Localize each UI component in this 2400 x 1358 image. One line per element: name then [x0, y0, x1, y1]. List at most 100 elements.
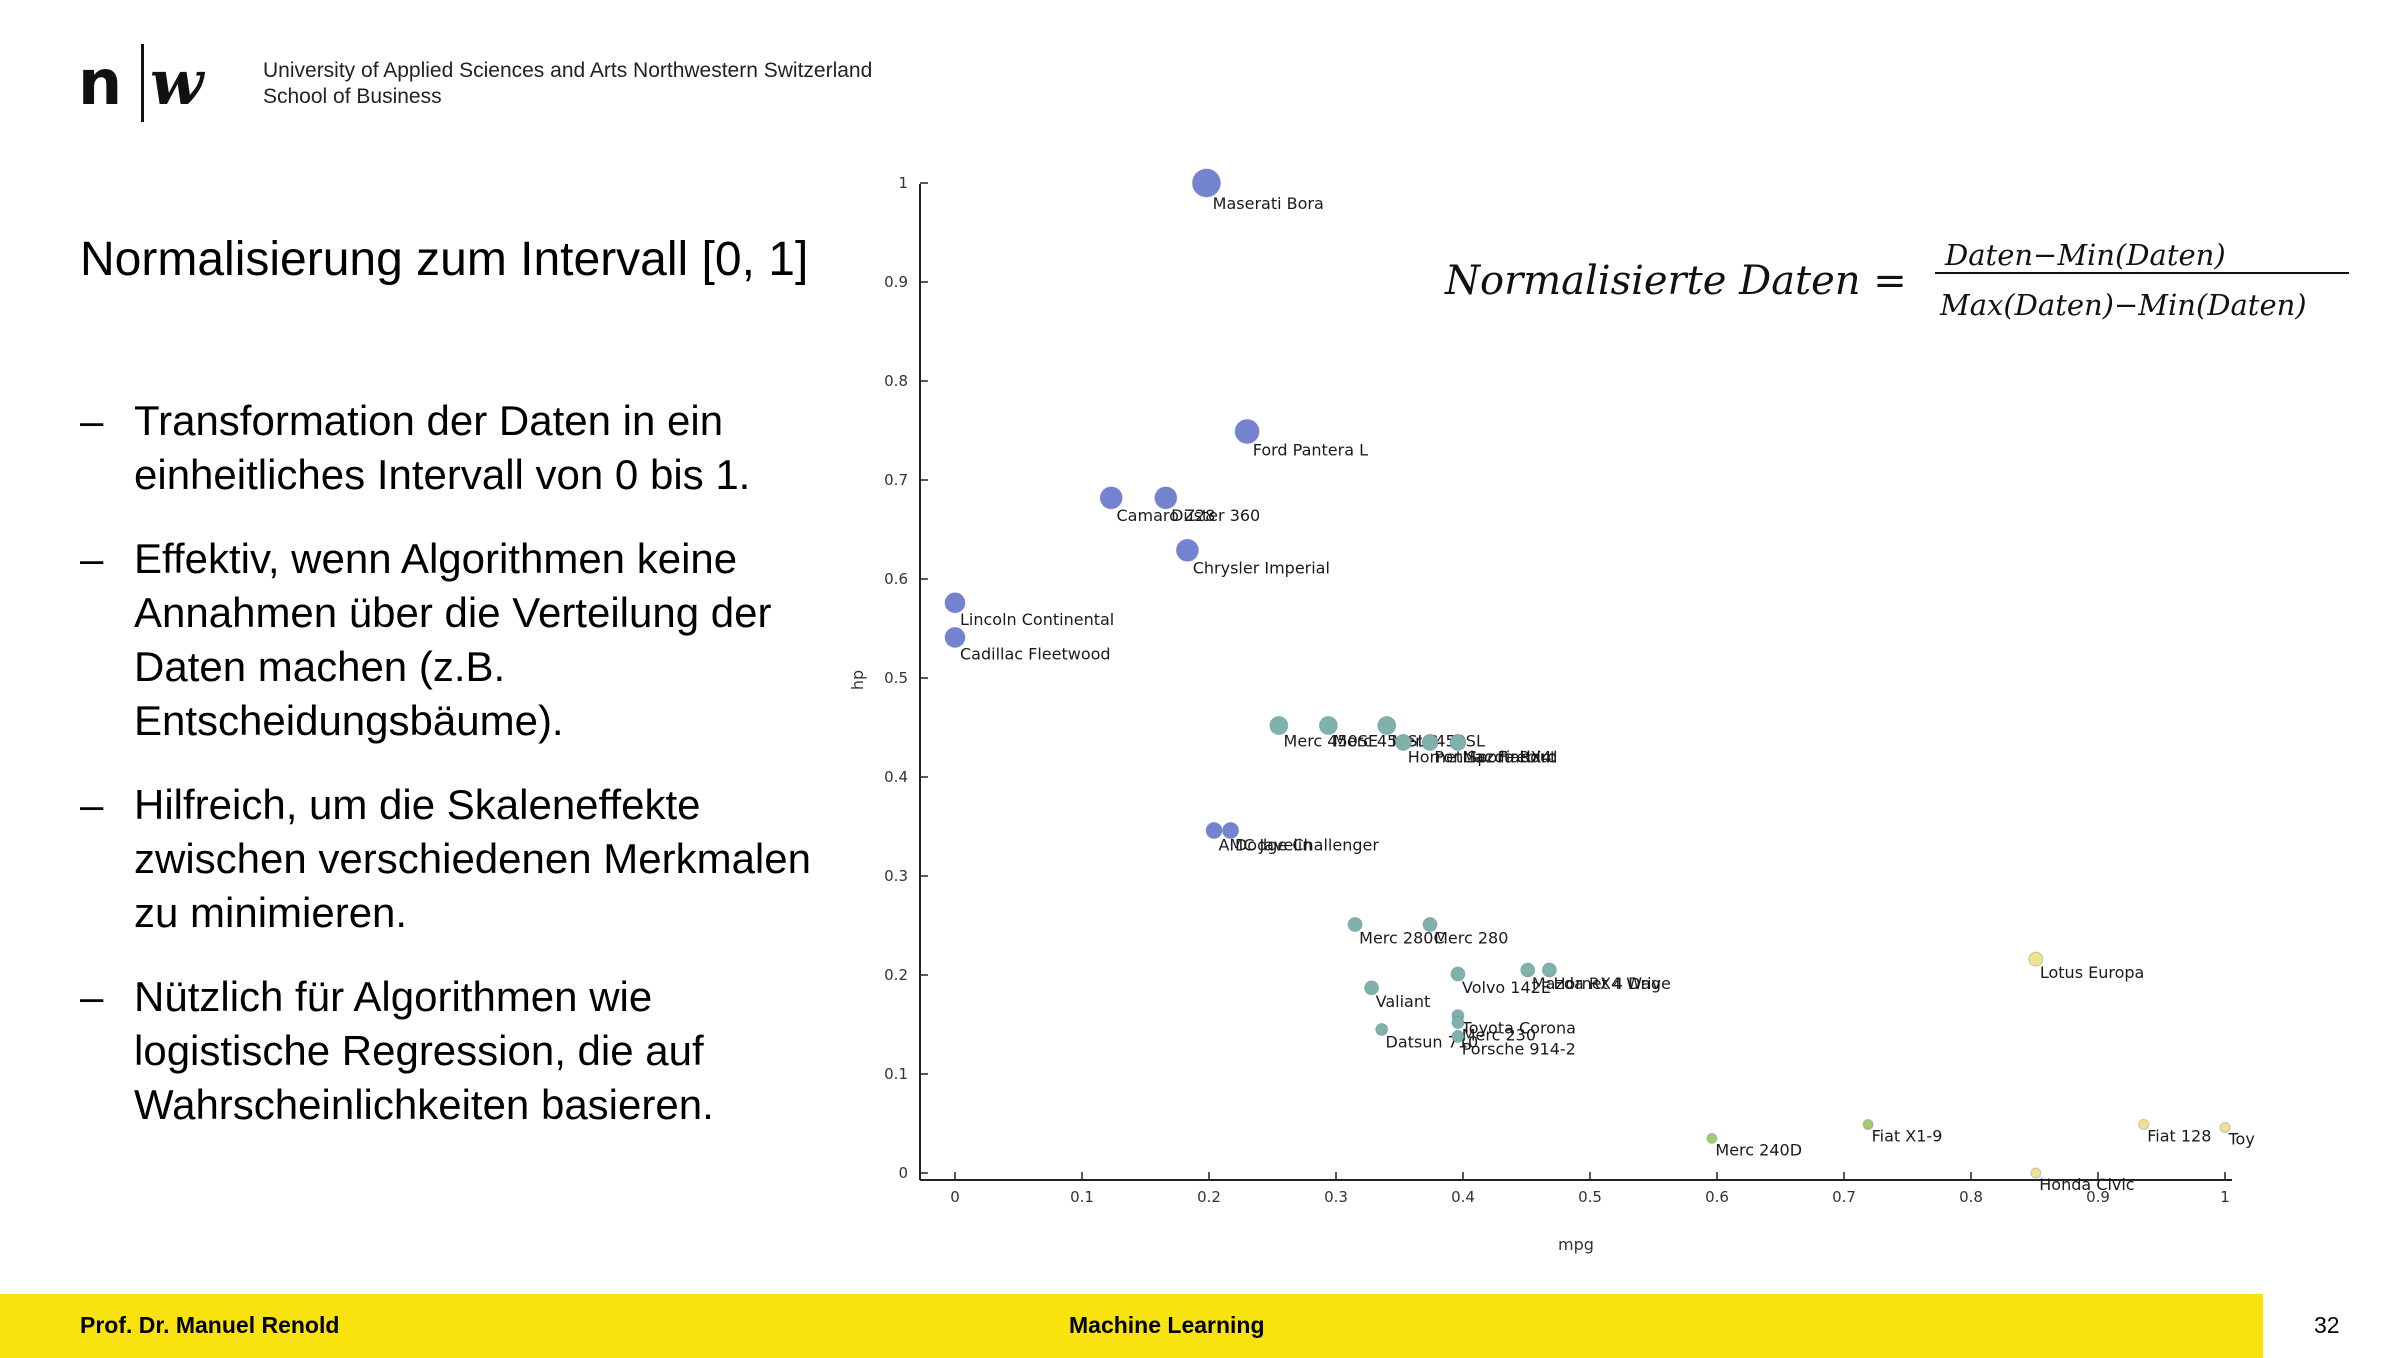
data-label: AMC Javelin — [1218, 835, 1312, 854]
footer-bar: Prof. Dr. Manuel Renold Machine Learning — [0, 1294, 2263, 1358]
data-label: Merc 450SLC — [1333, 732, 1438, 751]
data-label: Chrysler Imperial — [1193, 558, 1330, 577]
data-point — [1234, 418, 1260, 444]
svg-text:n: n — [78, 46, 122, 119]
bullet-text: Transformation der Daten in ein einheitl… — [134, 397, 751, 498]
x-tick-label: 0.5 — [1578, 1188, 1602, 1206]
fhnw-logo: n w — [78, 44, 206, 122]
data-point — [1421, 733, 1439, 751]
data-point — [1451, 1029, 1465, 1043]
fraction-bar — [1935, 272, 2349, 274]
formula-lhs: Normalisierte Daten = — [1445, 258, 1907, 304]
x-tick-label: 0.1 — [1070, 1188, 1094, 1206]
data-label: Merc 450SE — [1284, 732, 1379, 751]
institution-line-1: University of Applied Sciences and Arts … — [263, 59, 873, 82]
x-tick-label: 0.2 — [1197, 1188, 1221, 1206]
data-label: Honda Civic — [2039, 1175, 2134, 1194]
svg-text:w: w — [150, 46, 206, 119]
data-point — [1205, 821, 1223, 839]
bullet-text: Nützlich für Algorithmen wie logistische… — [134, 973, 714, 1128]
data-label: Merc 280 — [1434, 929, 1508, 948]
x-tick-label: 1 — [2220, 1188, 2230, 1206]
y-tick-label: 0.6 — [884, 570, 908, 588]
bullet-item: – Effektiv, wenn Algorithmen keine Annahm… — [80, 532, 850, 748]
slide-title: Normalisierung zum Intervall [0, 1] — [80, 233, 809, 286]
data-point — [1347, 917, 1363, 933]
data-point — [1450, 966, 1466, 982]
data-point — [1862, 1118, 1874, 1130]
data-label: Toy — [2228, 1129, 2255, 1148]
data-point — [1541, 962, 1557, 978]
y-tick-label: 0.3 — [884, 867, 908, 885]
x-tick-label: 0.3 — [1324, 1188, 1348, 1206]
data-label: Volvo 142E — [1462, 978, 1551, 997]
formula-numerator: Daten−Min(Daten) — [1945, 238, 2226, 272]
data-point — [1451, 1016, 1465, 1030]
bullet-item: – Hilfreich, um die Skaleneffekte zwische… — [80, 778, 850, 940]
data-point — [1449, 733, 1467, 751]
footer-author: Prof. Dr. Manuel Renold — [80, 1312, 340, 1338]
data-point — [944, 592, 966, 614]
y-tick-label: 0.5 — [884, 669, 908, 687]
data-label: Maserati Bora — [1213, 194, 1324, 213]
data-label: Merc 230 — [1462, 1026, 1536, 1045]
data-point — [1269, 716, 1289, 736]
data-point — [1318, 716, 1338, 736]
x-tick-label: 0.9 — [2086, 1188, 2110, 1206]
bullet-item: – Nützlich für Algorithmen wie logistisch… — [80, 970, 850, 1132]
data-label: Merc 280C — [1359, 929, 1444, 948]
data-label: Toyota Corona — [1461, 1019, 1576, 1038]
data-point — [1706, 1132, 1718, 1144]
x-tick-label: 0 — [950, 1188, 960, 1206]
y-tick-label: 0.7 — [884, 471, 908, 489]
data-point — [2028, 951, 2044, 967]
data-point — [2219, 1121, 2231, 1133]
data-label: Lincoln Continental — [960, 610, 1114, 629]
data-label: Cadillac Fleetwood — [960, 644, 1111, 663]
data-label: Hornet 4 Drive — [1553, 974, 1670, 993]
data-label: Mazda RX4 — [1462, 747, 1551, 766]
data-label: Valiant — [1376, 992, 1431, 1011]
institution-name: University of Applied Sciences and Arts … — [263, 58, 872, 110]
bullet-marker: – — [80, 397, 104, 444]
footer-course: Machine Learning — [1069, 1312, 1265, 1338]
data-label: Mazda RX4 Wag — [1532, 974, 1661, 993]
data-point — [1520, 962, 1536, 978]
data-point — [1099, 486, 1123, 510]
x-tick-label: 0.8 — [1959, 1188, 1983, 1206]
institution-line-2: School of Business — [263, 85, 442, 108]
bullet-marker: – — [80, 535, 104, 582]
formula-denominator: Max(Daten)−Min(Daten) — [1940, 288, 2307, 322]
data-point — [1364, 980, 1380, 996]
y-axis-label: hp — [848, 670, 867, 690]
bullet-list: – Transformation der Daten in ein einheit… — [80, 394, 850, 1162]
data-point — [2030, 1167, 2042, 1179]
data-label: Duster 360 — [1171, 506, 1260, 525]
x-tick-label: 0.6 — [1705, 1188, 1729, 1206]
data-label: Pontiac Firebird — [1434, 747, 1557, 766]
data-label: Porsche 914-2 — [1462, 1039, 1576, 1058]
x-tick-label: 0.7 — [1832, 1188, 1856, 1206]
bullet-text: Hilfreich, um die Skaleneffekte zwischen… — [134, 781, 811, 936]
x-tick-label: 0.4 — [1451, 1188, 1475, 1206]
y-tick-label: 0.2 — [884, 966, 908, 984]
data-point — [1191, 168, 1221, 198]
data-label: Merc 240D — [1715, 1140, 1802, 1159]
y-tick-label: 0 — [898, 1164, 908, 1182]
data-point — [1375, 1022, 1389, 1036]
page-number: 32 — [2314, 1312, 2340, 1338]
data-label: Fiat 128 — [2147, 1126, 2211, 1145]
data-point — [1394, 733, 1412, 751]
data-point — [1222, 821, 1240, 839]
data-point — [2138, 1118, 2150, 1130]
scatter-chart: 0 0.1 0.2 0.3 0.4 0.5 0.6 0.7 0.8 0.9 1 0 0.1 0.2 0.3 0… — [848, 168, 2255, 1254]
y-tick-label: 0.1 — [884, 1065, 908, 1083]
y-tick-label: 0.4 — [884, 768, 908, 786]
data-point — [1422, 917, 1438, 933]
bullet-item: – Transformation der Daten in ein einheit… — [80, 394, 850, 502]
data-label: Camaro Z28 — [1117, 506, 1216, 525]
data-label: Ford Pantera L — [1253, 440, 1368, 459]
data-label: Dodge Challenger — [1235, 835, 1379, 854]
x-axis-label: mpg — [1558, 1235, 1594, 1254]
data-label: Fiat X1-9 — [1872, 1126, 1943, 1145]
